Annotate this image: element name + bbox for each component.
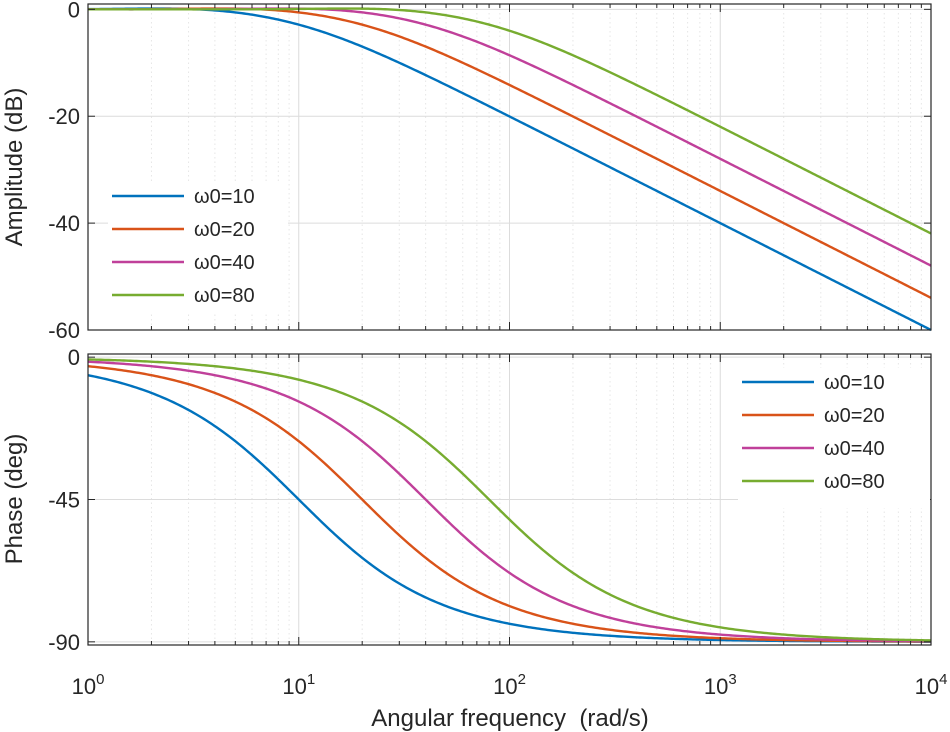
phase-y-ticks: 0 -45 -90 — [48, 345, 932, 655]
phase-legend-label: ω0=80 — [824, 471, 885, 493]
phase-panel: 0 -45 -90 Phase (deg) ω0=10 ω0=20 ω0=40 ω0=80 — [1, 345, 932, 655]
amplitude-ytick-label: -60 — [48, 318, 80, 343]
x-tick-label: 103 — [704, 671, 737, 699]
phase-series-line — [87, 358, 932, 642]
x-tick-labels: 100 101 102 103 104 — [72, 671, 948, 699]
amplitude-legend-label: ω0=40 — [194, 252, 255, 274]
amplitude-y-ticks: 0 -20 -40 -60 — [48, 0, 932, 343]
amplitude-ytick-label: 0 — [68, 0, 80, 22]
amplitude-legend: ω0=10 ω0=20 ω0=40 ω0=80 — [108, 182, 288, 314]
phase-ytick-label: -45 — [48, 488, 80, 513]
x-tick-label: 102 — [493, 671, 526, 699]
phase-legend-label: ω0=40 — [824, 438, 885, 460]
x-tick-label: 100 — [72, 671, 105, 699]
amplitude-legend-label: ω0=80 — [194, 285, 255, 307]
amplitude-series-line — [87, 7, 932, 332]
phase-legend-box — [738, 368, 930, 508]
amplitude-series — [87, 7, 932, 332]
phase-legend-label: ω0=20 — [824, 405, 885, 427]
amplitude-panel: 0 -20 -40 -60 Amplitude (dB) ω0=10 ω0=20 ω0=4… — [1, 0, 932, 343]
phase-series-line — [87, 360, 932, 643]
amplitude-ytick-label: -40 — [48, 211, 80, 236]
phase-ytick-label: -90 — [48, 630, 80, 655]
phase-ylabel: Phase (deg) — [1, 434, 28, 565]
phase-series-line — [87, 365, 931, 643]
amplitude-series-line — [88, 7, 932, 235]
amplitude-ytick-label: -20 — [48, 104, 80, 129]
x-tick-label: 101 — [282, 671, 315, 699]
phase-legend: ω0=10 ω0=20 ω0=40 ω0=80 — [738, 368, 930, 508]
amplitude-legend-label: ω0=10 — [194, 186, 255, 208]
amplitude-legend-label: ω0=20 — [194, 219, 255, 241]
phase-legend-label: ω0=10 — [824, 372, 885, 394]
phase-series — [87, 358, 932, 643]
x-axis-label: Angular frequency (rad/s) — [371, 705, 648, 732]
phase-ytick-label: 0 — [68, 345, 80, 370]
x-tick-label: 104 — [915, 671, 948, 699]
amplitude-legend-box — [108, 182, 288, 314]
amplitude-ylabel: Amplitude (dB) — [1, 88, 28, 247]
